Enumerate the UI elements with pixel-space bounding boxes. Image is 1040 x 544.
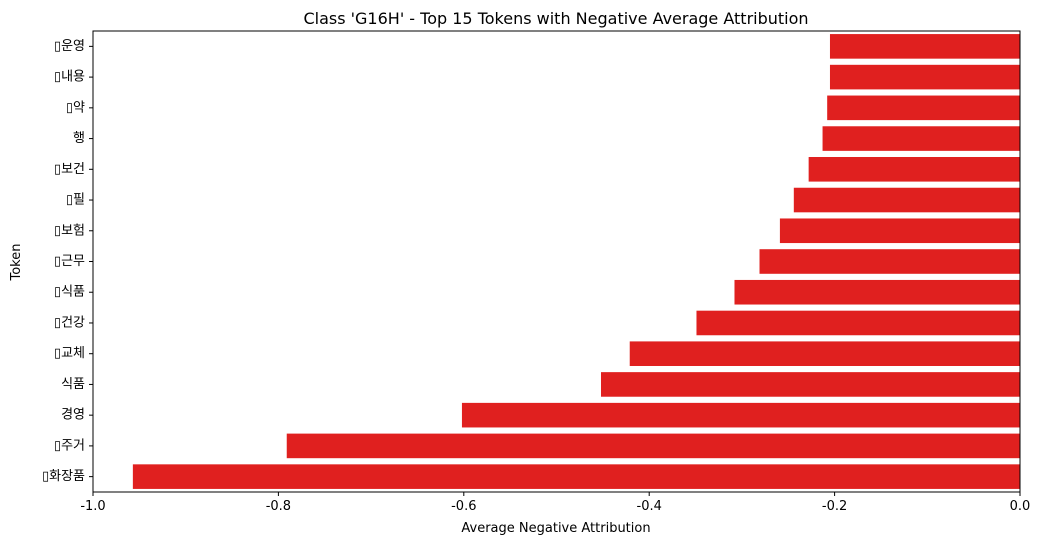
y-axis-label: Token [9,244,24,282]
bar [696,310,1020,336]
x-tick-label: -0.2 [822,499,847,514]
y-tick-label: ▯운영 [54,39,85,54]
x-axis-ticks: -1.0 -0.8 -0.6 -0.4 -0.2 0.0 [80,492,1030,514]
y-tick-label: ▯보험 [54,223,85,238]
y-tick-label: ▯근무 [54,254,85,269]
bar [779,218,1020,244]
bar [808,157,1020,182]
x-tick-label: -1.0 [80,499,105,514]
chart-title: Class 'G16H' - Top 15 Tokens with Negati… [303,9,808,28]
x-axis-label: Average Negative Attribution [461,521,650,536]
bar [822,126,1020,151]
y-tick-label: ▯주거 [54,438,85,453]
bar [286,433,1020,459]
y-tick-label: ▯화장품 [42,469,85,484]
y-tick-label: 행 [73,130,85,146]
bar [734,279,1020,305]
x-tick-label: -0.4 [637,499,662,514]
y-tick-label: 경영 [61,408,85,423]
bar [829,34,1020,59]
bar [759,249,1020,274]
bar [827,95,1020,121]
x-tick-label: 0.0 [1010,499,1031,514]
x-tick-label: -0.6 [451,499,476,514]
bar [132,464,1021,489]
bar [793,187,1020,213]
bar [600,372,1020,397]
y-tick-label: ▯필 [66,193,85,208]
y-tick-label: ▯내용 [54,70,85,85]
plot-frame [92,30,1021,493]
x-tick-label: -0.8 [266,499,291,514]
bars-group [132,34,1021,489]
y-tick-label: ▯보건 [54,162,85,177]
bar [829,64,1020,90]
bar [461,402,1020,428]
y-tick-label: ▯식품 [54,285,85,300]
y-tick-label: ▯교체 [54,346,85,361]
y-tick-label: ▯약 [66,100,85,115]
y-tick-label: ▯건강 [54,315,85,330]
bar [629,341,1020,366]
y-tick-label: 식품 [61,377,85,392]
